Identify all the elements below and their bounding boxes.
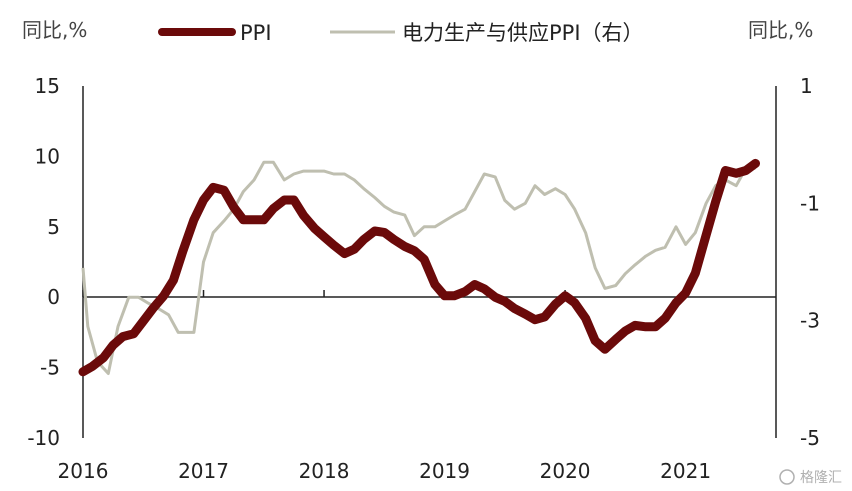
legend: PPI 电力生产与供应PPI（右） xyxy=(158,21,644,45)
series-line-power-ppi xyxy=(81,160,756,375)
left-tick-label: 0 xyxy=(47,285,60,309)
x-tick-label: 2021 xyxy=(660,459,711,483)
x-tick-label: 2020 xyxy=(540,459,591,483)
right-tick-labels: 1 -1 -3 -5 xyxy=(800,74,820,450)
x-tick-labels: 2016 2017 2018 2019 2020 2021 xyxy=(58,290,711,483)
left-tick-label: 15 xyxy=(35,74,60,98)
x-tick-label: 2019 xyxy=(419,459,470,483)
right-tick-label: -3 xyxy=(800,309,820,333)
left-tick-label: -5 xyxy=(40,356,60,380)
legend-label-power-ppi: 电力生产与供应PPI（右） xyxy=(402,21,644,45)
watermark-logo-icon xyxy=(779,469,795,485)
left-tick-labels: 15 10 5 0 -5 -10 xyxy=(27,74,60,450)
x-tick-label: 2016 xyxy=(58,459,109,483)
right-tick-label: -1 xyxy=(800,191,820,215)
right-tick-label: 1 xyxy=(800,74,813,98)
x-tick-label: 2017 xyxy=(178,459,229,483)
series-line-ppi xyxy=(78,158,760,377)
left-axis-unit: 同比,% xyxy=(22,18,87,42)
left-tick-label: 5 xyxy=(47,215,60,239)
right-tick-label: -5 xyxy=(800,426,820,450)
left-tick-label: 10 xyxy=(35,144,60,168)
right-axis-unit: 同比,% xyxy=(748,18,813,42)
watermark: 格隆汇 xyxy=(800,470,842,486)
left-tick-label: -10 xyxy=(27,426,60,450)
legend-label-ppi: PPI xyxy=(240,21,272,45)
x-tick-label: 2018 xyxy=(299,459,350,483)
